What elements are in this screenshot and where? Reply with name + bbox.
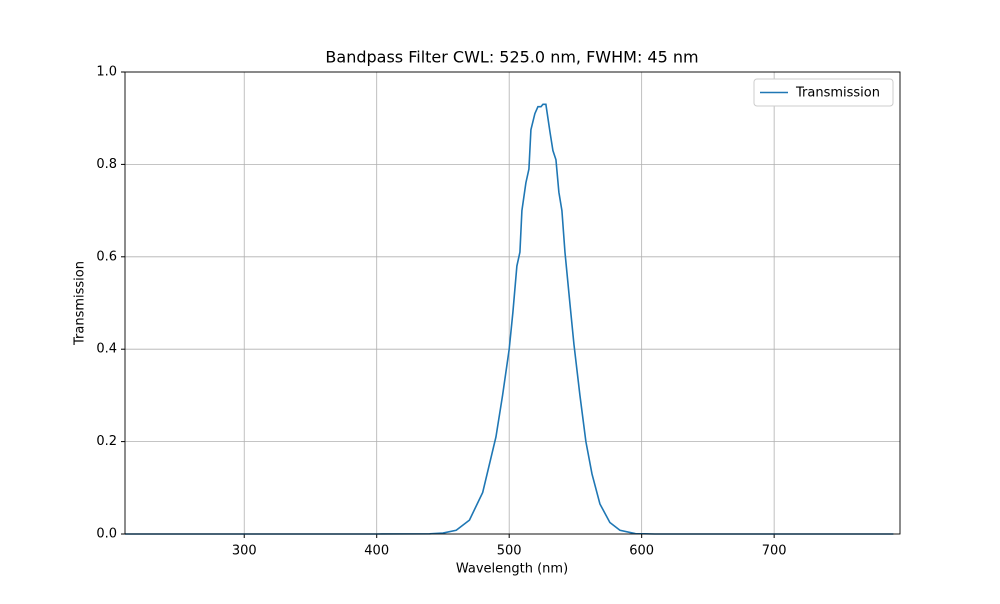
x-tick-label: 600 [629,544,654,559]
x-tick-label: 500 [497,544,522,559]
y-tick-label: 0.0 [96,527,117,542]
y-tick-label: 1.0 [96,65,117,80]
y-axis-label: Transmission [73,261,88,346]
y-tick-label: 0.4 [96,342,117,357]
plot-frame [124,71,901,535]
data-line [125,103,894,535]
chart-title: Bandpass Filter CWL: 525.0 nm, FWHM: 45 … [325,48,698,67]
legend-label: Transmission [795,86,880,101]
x-axis-label: Wavelength (nm) [456,562,568,577]
y-tick-label: 0.8 [96,157,117,172]
x-tick-label: 700 [762,544,787,559]
y-tick-label: 0.6 [96,249,117,264]
legend-box [753,78,894,107]
y-tick-label: 0.2 [96,434,117,449]
x-tick-label: 300 [232,544,257,559]
x-tick-label: 400 [364,544,389,559]
